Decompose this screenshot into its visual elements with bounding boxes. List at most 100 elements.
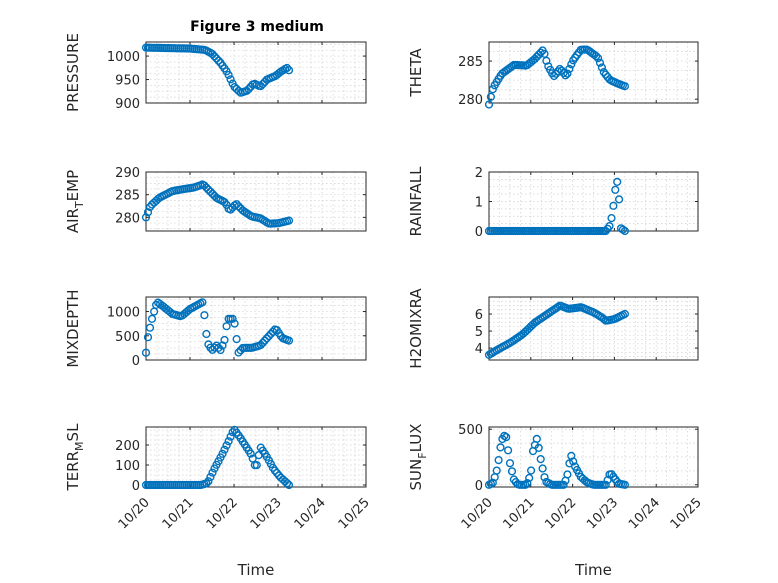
y-tick-label: 1000 [107,306,140,321]
data-point [565,64,574,74]
data-point [620,82,630,91]
data-point [224,70,233,80]
x-tick-label: 10/24 [292,495,329,532]
data-point [256,340,265,350]
data-point [599,314,608,324]
x-tick-label: 10/23 [584,495,621,532]
data-point [208,468,217,477]
data-point [597,63,607,72]
x-tick-label: 10/20 [459,495,496,532]
data-point [538,464,547,473]
data-point [507,62,517,71]
y-tick-label: 500 [458,423,483,438]
x-axis-label: Time [574,561,612,579]
data-point [496,443,505,452]
y-tick-label: 280 [458,93,483,108]
axes-box [145,426,367,488]
axes-box [488,41,699,104]
data-point [618,225,628,234]
data-point [561,71,570,80]
axes-box [488,296,699,361]
data-point [613,177,622,187]
data-point [494,456,503,465]
data-point [234,348,243,357]
data-point [216,345,225,355]
data-point [595,58,605,67]
x-tick-label: 10/24 [626,495,663,532]
y-tick-label: 1 [475,196,483,211]
y-tick-label: 5 [475,325,483,340]
data-point [202,329,211,339]
data-point [141,348,151,357]
data-point [504,446,513,455]
data-point [484,100,494,109]
data-point [559,480,568,489]
data-point [559,68,568,78]
data-series [484,45,630,109]
data-point [536,455,545,464]
data-point [226,75,235,84]
data-point [282,63,292,73]
y-tick-label: 4 [475,342,483,357]
data-point [284,480,294,490]
y-tick-label: 6 [475,308,483,323]
data-point [526,466,536,475]
data-point [620,480,630,489]
data-point [262,334,271,343]
data-point [206,472,215,482]
data-point [141,213,151,222]
data-point [258,79,267,89]
data-point [220,445,229,454]
data-point [214,343,223,352]
subplot-sun-flux: 0 500 10/20 10/21 10/22 10/23 10/24 10/25 SUNFLU… [407,423,705,579]
y-tick-label: 0 [132,354,140,369]
data-point [605,222,614,231]
data-point [569,457,578,466]
data-point [284,336,294,345]
subplot-rainfall: 0 1 2 RAINFALL [407,166,699,240]
data-point [212,341,221,350]
y-tick-label: 950 [115,74,140,89]
data-point [492,466,501,475]
data-point [593,54,603,63]
data-point [611,185,620,194]
data-point [200,311,209,320]
y-tick-label: 285 [115,189,140,204]
data-point [525,473,534,483]
x-tick-label: 10/20 [116,495,153,532]
data-point [523,479,532,488]
data-point [260,336,269,345]
subplot-terr-msl: 0 100 200 10/20 10/21 10/22 10/23 10/24 10/25 TER… [64,423,373,579]
x-tick-label: 10/23 [248,495,285,532]
data-point [252,461,261,470]
x-tick-label: 10/25 [668,495,705,532]
data-point [208,50,217,59]
data-series [141,180,294,228]
data-point [505,459,515,468]
data-point [488,85,497,94]
data-series [484,431,630,489]
y-axis-label: TERRMSL [64,423,86,492]
y-tick-label: 0 [475,479,483,494]
data-point [601,480,610,489]
y-tick-label: 500 [115,330,140,345]
data-point [507,467,517,476]
y-axis-label: RAINFALL [407,166,425,237]
data-point [264,332,274,341]
data-series [484,301,630,360]
data-point [540,473,549,482]
y-axis-label: SUNFLUX [407,424,429,491]
data-point [204,477,213,486]
subplot-air-temp: 280 285 290 AIRTEMP [64,166,367,233]
data-point [222,322,231,331]
data-point [224,437,233,446]
data-series [141,298,294,357]
axes-box [145,171,367,232]
data-point [145,323,155,332]
data-point [246,449,255,458]
y-tick-label: 1000 [107,50,140,65]
subplot-mixdepth: 0 500 1000 MIXDEPTH [64,289,367,369]
y-tick-label: 100 [115,459,140,474]
data-point [609,201,618,210]
